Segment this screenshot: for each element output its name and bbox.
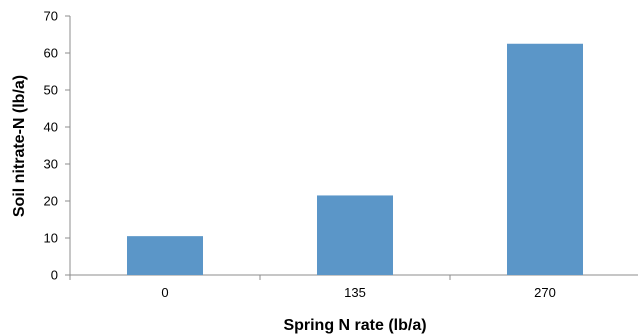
y-tick-label: 70 xyxy=(44,9,58,24)
y-tick-label: 40 xyxy=(44,120,58,135)
y-tick-label: 50 xyxy=(44,83,58,98)
x-tick-label: 270 xyxy=(534,285,556,300)
x-tick-label: 0 xyxy=(161,285,168,300)
y-tick-label: 60 xyxy=(44,46,58,61)
y-axis-title: Soil nitrate-N (lb/a) xyxy=(11,75,28,217)
y-tick-label: 30 xyxy=(44,157,58,172)
bar-135 xyxy=(317,195,393,275)
bar-270 xyxy=(507,43,583,275)
x-axis-title: Spring N rate (lb/a) xyxy=(283,317,426,334)
x-axis: 0 135 270 xyxy=(69,274,638,300)
x-tick-label: 135 xyxy=(344,285,366,300)
y-tick-label: 10 xyxy=(44,231,58,246)
y-tick-label: 0 xyxy=(51,268,58,283)
bars xyxy=(127,43,583,275)
y-tick-label: 20 xyxy=(44,194,58,209)
bar-0 xyxy=(127,236,203,275)
y-axis: 0 10 20 30 40 50 60 70 xyxy=(44,9,71,283)
